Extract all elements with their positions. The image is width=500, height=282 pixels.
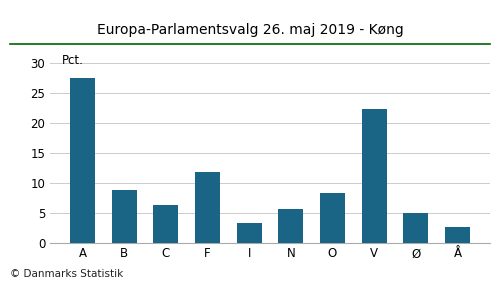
Text: © Danmarks Statistik: © Danmarks Statistik (10, 269, 123, 279)
Bar (445, 227, 470, 243)
Text: Europa-Parlamentsvalg 26. maj 2019 - Køng: Europa-Parlamentsvalg 26. maj 2019 - Køn… (96, 23, 404, 37)
Bar (404, 213, 428, 243)
Bar (320, 193, 345, 243)
Text: Pct.: Pct. (62, 54, 84, 67)
Bar (236, 223, 262, 243)
Bar (112, 190, 136, 243)
Bar (362, 109, 386, 243)
Bar (195, 172, 220, 243)
Bar (70, 78, 95, 243)
Bar (278, 209, 303, 243)
Bar (154, 205, 178, 243)
